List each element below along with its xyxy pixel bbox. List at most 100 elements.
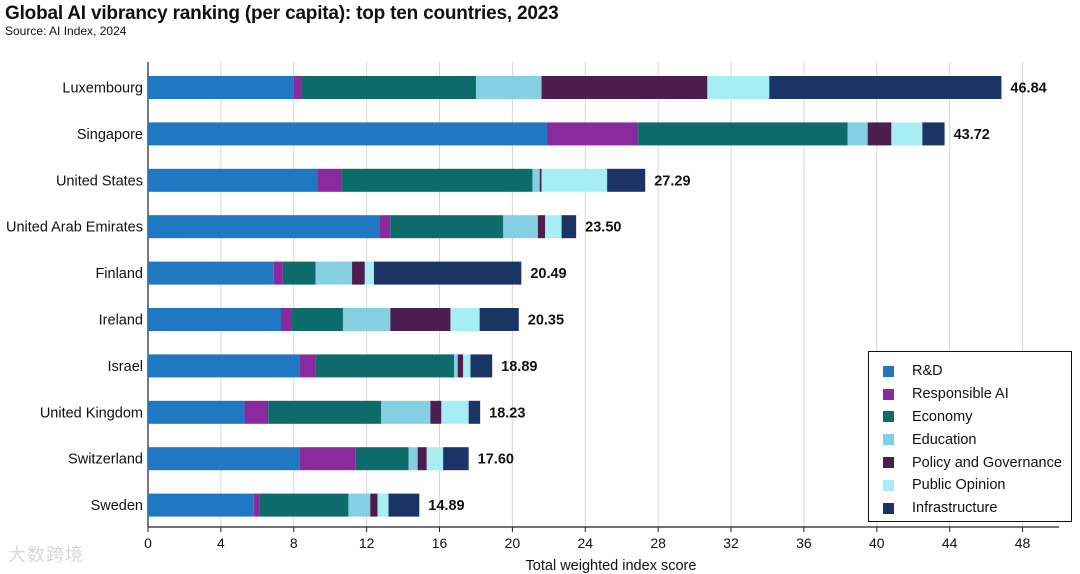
bar-segment-economy (341, 168, 533, 192)
bar-segment-education (475, 76, 542, 99)
x-tick-label: 36 (796, 535, 812, 551)
bar-segment-responsible-ai (293, 76, 302, 99)
legend: R&D Responsible AI Economy Education Policy … (868, 351, 1072, 522)
legend-item: Infrastructure (883, 497, 1071, 520)
legend-label: R&D (912, 363, 943, 380)
category-label: Israel (108, 359, 143, 375)
category-label: Singapore (77, 127, 143, 143)
bar-segment-infrastructure (388, 493, 420, 517)
bar-segment-public-opinion (426, 447, 444, 471)
x-tick-label: 44 (942, 535, 958, 551)
bar-segment-responsible-ai (317, 168, 342, 192)
legend-item: R&D (883, 360, 1071, 383)
bar-segment-public-opinion (707, 76, 770, 99)
total-value-label: 23.50 (585, 220, 621, 236)
bar-segment-responsible-ai (253, 493, 260, 517)
bar-segment-infrastructure (922, 122, 945, 146)
bar-segment-responsible-ai (299, 354, 316, 378)
bar-segment-r-d (148, 215, 380, 239)
bar-segment-public-opinion (364, 261, 374, 285)
bar-segment-economy (315, 354, 455, 378)
total-value-label: 18.89 (501, 359, 537, 375)
bar-segment-policy-and-governance (867, 122, 892, 146)
bar-segment-public-opinion (377, 493, 389, 517)
bar-segment-policy-and-governance (390, 308, 451, 331)
legend-swatch (883, 411, 894, 423)
bar-segment-r-d (148, 261, 274, 285)
category-label: United Kingdom (40, 405, 143, 421)
legend-item: Responsible AI (883, 383, 1071, 406)
bar-segment-public-opinion (450, 308, 480, 331)
bar-segment-economy (638, 122, 848, 146)
bar-segment-infrastructure (769, 76, 1002, 99)
bar-segment-education (408, 447, 418, 471)
x-tick-label: 16 (432, 535, 448, 551)
bar-segment-r-d (148, 400, 245, 424)
x-tick-label: 4 (217, 535, 225, 551)
category-label: Finland (95, 266, 143, 282)
bar-segment-education (348, 493, 371, 517)
legend-swatch (883, 434, 894, 446)
bar-segment-r-d (148, 76, 294, 99)
total-value-label: 20.49 (530, 266, 566, 282)
x-tick-label: 0 (144, 535, 152, 551)
bar-segment-public-opinion (463, 354, 471, 378)
x-tick-label: 12 (359, 535, 375, 551)
bar-segment-responsible-ai (273, 261, 283, 285)
bar-segment-infrastructure (607, 168, 646, 192)
watermark-logo: 大数跨境 (8, 541, 84, 567)
bar-segment-r-d (148, 493, 254, 517)
total-value-label: 20.35 (528, 313, 564, 329)
legend-item: Policy and Governance (883, 451, 1071, 474)
legend-swatch (883, 365, 894, 377)
chart-source: Source: AI Index, 2024 (5, 24, 127, 38)
bar-segment-education (381, 400, 431, 424)
bar-segment-education (503, 215, 538, 239)
bar-segment-policy-and-governance (457, 354, 464, 378)
bar-segment-public-opinion (545, 215, 562, 239)
bar-segment-responsible-ai (281, 308, 292, 331)
total-value-label: 14.89 (428, 498, 464, 514)
bar-segment-economy (291, 308, 343, 331)
bar-segment-responsible-ai (547, 122, 639, 146)
total-value-label: 18.23 (489, 405, 525, 421)
bar-segment-public-opinion (891, 122, 923, 146)
bar-segment-r-d (148, 354, 300, 378)
bar-segment-r-d (148, 308, 282, 331)
x-tick-label: 8 (290, 535, 298, 551)
bar-segment-public-opinion (541, 168, 608, 192)
bar-segment-education (342, 308, 391, 331)
x-tick-label: 40 (869, 535, 885, 551)
category-label: Luxembourg (62, 81, 143, 97)
legend-item: Economy (883, 406, 1071, 429)
x-axis-title: Total weighted index score (526, 558, 697, 574)
category-label: United Arab Emirates (6, 220, 143, 236)
bar-segment-infrastructure (373, 261, 522, 285)
bar-segment-policy-and-governance (417, 447, 427, 471)
bar-segment-policy-and-governance (539, 168, 542, 192)
bar-segment-policy-and-governance (541, 76, 708, 99)
bar-segment-r-d (148, 122, 548, 146)
bar-segment-infrastructure (479, 308, 519, 331)
bar-segment-infrastructure (470, 354, 493, 378)
x-tick-label: 48 (1015, 535, 1031, 551)
bar-segment-economy (259, 493, 349, 517)
bar-segment-policy-and-governance (370, 493, 378, 517)
bar-segment-infrastructure (443, 447, 469, 471)
bar-segment-policy-and-governance (430, 400, 442, 424)
bar-segment-policy-and-governance (352, 261, 365, 285)
bar-segment-economy (355, 447, 409, 471)
total-value-label: 43.72 (954, 127, 990, 143)
bar-segment-r-d (148, 447, 300, 471)
category-label: Sweden (91, 498, 143, 514)
legend-label: Responsible AI (912, 386, 1009, 403)
legend-label: Education (912, 431, 977, 448)
legend-label: Public Opinion (912, 477, 1006, 494)
bar-segment-r-d (148, 168, 318, 192)
bar-segment-responsible-ai (244, 400, 269, 424)
category-label: United States (56, 173, 143, 189)
legend-swatch (883, 457, 894, 469)
total-value-label: 17.60 (478, 452, 514, 468)
bar-segment-education (454, 354, 458, 378)
bar-segment-economy (268, 400, 382, 424)
